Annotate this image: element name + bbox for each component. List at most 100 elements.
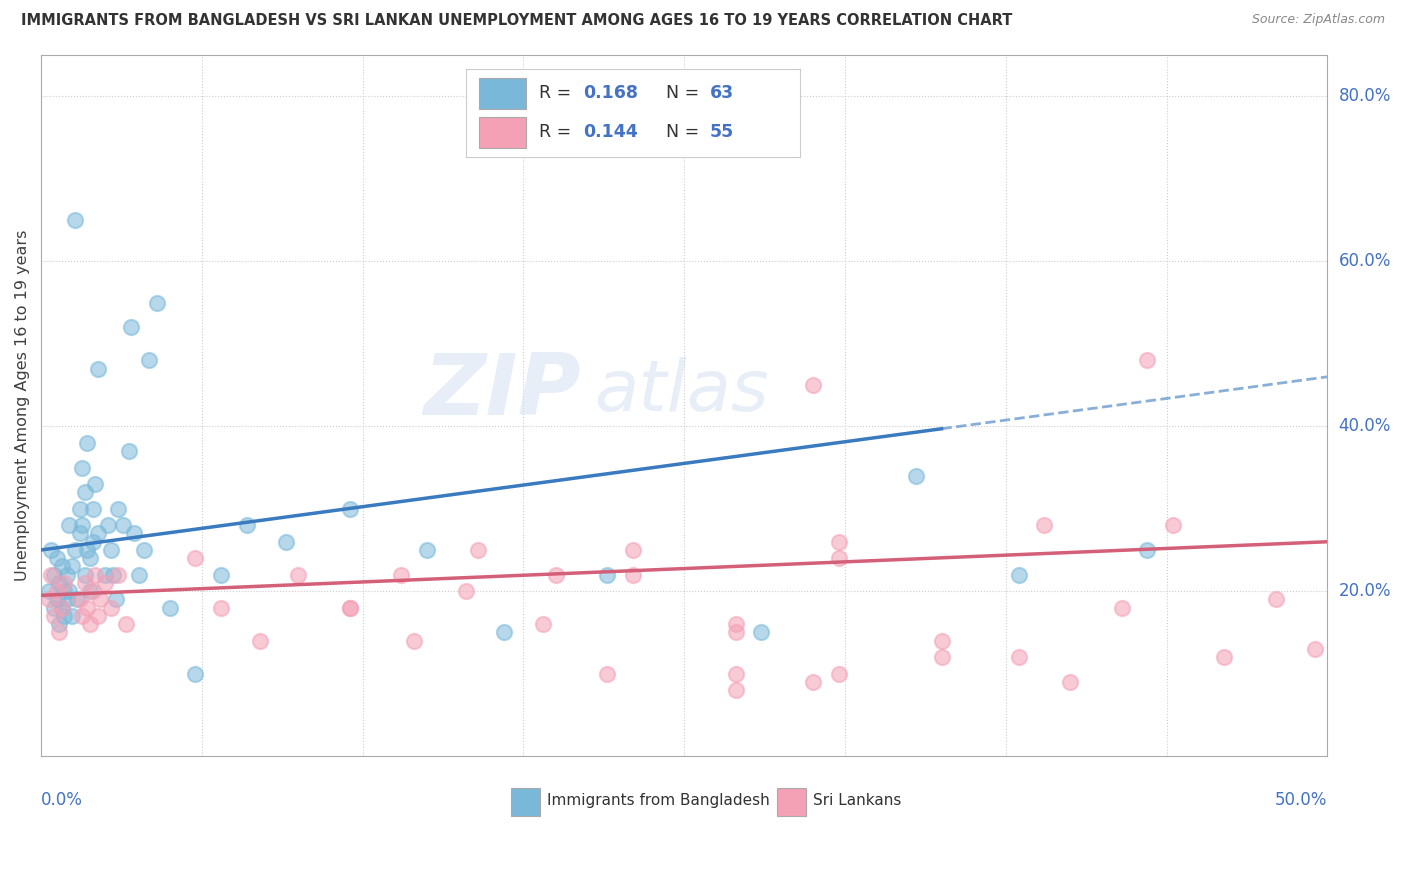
Point	[94, 576, 117, 591]
Point	[827, 551, 849, 566]
Point	[209, 600, 232, 615]
Point	[112, 518, 135, 533]
Point	[48, 576, 70, 591]
Point	[138, 353, 160, 368]
Point	[53, 609, 76, 624]
Point	[60, 559, 83, 574]
Point	[132, 543, 155, 558]
Point	[801, 378, 824, 392]
Point	[42, 609, 65, 624]
Point	[100, 543, 122, 558]
Point	[89, 592, 111, 607]
Point	[596, 666, 619, 681]
Point	[544, 567, 567, 582]
Point	[1213, 650, 1236, 665]
Point	[100, 600, 122, 615]
Point	[1008, 650, 1031, 665]
Point	[339, 501, 361, 516]
Point	[58, 518, 80, 533]
Point	[76, 543, 98, 558]
Point	[82, 584, 104, 599]
Text: 50.0%: 50.0%	[1275, 791, 1327, 809]
Point	[596, 567, 619, 582]
Point	[60, 609, 83, 624]
Point	[454, 584, 477, 599]
Point	[159, 600, 181, 615]
Point	[724, 617, 747, 632]
Point	[931, 633, 953, 648]
Point	[146, 295, 169, 310]
Point	[56, 592, 79, 607]
Point	[104, 592, 127, 607]
Point	[621, 567, 644, 582]
Point	[107, 567, 129, 582]
Text: Sri Lankans: Sri Lankans	[813, 793, 901, 808]
Point	[73, 485, 96, 500]
Point	[86, 526, 108, 541]
Point	[48, 625, 70, 640]
Point	[45, 592, 67, 607]
Point	[724, 625, 747, 640]
Point	[404, 633, 426, 648]
Text: IMMIGRANTS FROM BANGLADESH VS SRI LANKAN UNEMPLOYMENT AMONG AGES 16 TO 19 YEARS : IMMIGRANTS FROM BANGLADESH VS SRI LANKAN…	[21, 13, 1012, 29]
Point	[97, 518, 120, 533]
Text: 60.0%: 60.0%	[1339, 252, 1391, 270]
Point	[389, 567, 412, 582]
Point	[66, 592, 89, 607]
Point	[107, 501, 129, 516]
Point	[1136, 353, 1159, 368]
Point	[467, 543, 489, 558]
Text: Source: ZipAtlas.com: Source: ZipAtlas.com	[1251, 13, 1385, 27]
Point	[86, 361, 108, 376]
Point	[249, 633, 271, 648]
Point	[724, 683, 747, 698]
Point	[1033, 518, 1056, 533]
Point	[38, 584, 60, 599]
Point	[76, 435, 98, 450]
Point	[904, 468, 927, 483]
Point	[184, 666, 207, 681]
Text: 20.0%: 20.0%	[1339, 582, 1391, 600]
Y-axis label: Unemployment Among Ages 16 to 19 years: Unemployment Among Ages 16 to 19 years	[15, 230, 30, 582]
Point	[53, 584, 76, 599]
Point	[56, 567, 79, 582]
Point	[122, 526, 145, 541]
Point	[1161, 518, 1184, 533]
Point	[931, 650, 953, 665]
Point	[724, 666, 747, 681]
Point	[45, 551, 67, 566]
Point	[63, 213, 86, 227]
Point	[209, 567, 232, 582]
Point	[69, 592, 91, 607]
Point	[82, 501, 104, 516]
Text: 80.0%: 80.0%	[1339, 87, 1391, 105]
Point	[82, 534, 104, 549]
Point	[69, 526, 91, 541]
Text: ZIP: ZIP	[423, 351, 581, 434]
Point	[73, 576, 96, 591]
Point	[72, 518, 94, 533]
Point	[1059, 675, 1081, 690]
Point	[801, 675, 824, 690]
Point	[51, 600, 73, 615]
Point	[69, 501, 91, 516]
Point	[79, 551, 101, 566]
Point	[751, 625, 773, 640]
Point	[79, 584, 101, 599]
Point	[72, 460, 94, 475]
Point	[1264, 592, 1286, 607]
Point	[1303, 642, 1326, 657]
Point	[84, 477, 107, 491]
Point	[416, 543, 439, 558]
Bar	[778, 788, 807, 816]
Point	[51, 559, 73, 574]
Point	[53, 576, 76, 591]
Point	[117, 444, 139, 458]
Point	[128, 567, 150, 582]
Text: atlas: atlas	[595, 357, 769, 426]
Text: Immigrants from Bangladesh: Immigrants from Bangladesh	[547, 793, 769, 808]
Point	[42, 600, 65, 615]
Point	[86, 609, 108, 624]
Point	[1136, 543, 1159, 558]
Point	[76, 600, 98, 615]
